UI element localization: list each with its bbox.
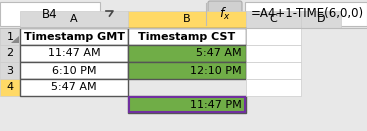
- Bar: [245, 2, 367, 26]
- Bar: [246, 28, 301, 45]
- FancyBboxPatch shape: [208, 1, 242, 27]
- Bar: [246, 45, 301, 62]
- Text: 11:47 PM: 11:47 PM: [190, 100, 242, 110]
- Text: A: A: [70, 15, 78, 24]
- Text: 11:47 AM: 11:47 AM: [48, 48, 100, 59]
- Text: =A4+1-TIME(6,0,0): =A4+1-TIME(6,0,0): [251, 7, 364, 20]
- Text: 3: 3: [7, 66, 14, 75]
- Text: 2: 2: [7, 48, 14, 59]
- Bar: [0, 28, 20, 45]
- Bar: [0, 79, 20, 96]
- Bar: [128, 62, 246, 79]
- Bar: [129, 97, 245, 112]
- Bar: [301, 11, 341, 28]
- Bar: [0, 62, 20, 79]
- Bar: [246, 11, 301, 28]
- Bar: [20, 28, 128, 45]
- Bar: [20, 79, 128, 96]
- Bar: [128, 28, 246, 45]
- Text: 5:47 AM: 5:47 AM: [196, 48, 242, 59]
- Text: Timestamp CST: Timestamp CST: [138, 31, 236, 42]
- Text: D: D: [317, 15, 325, 24]
- Bar: [0, 45, 20, 62]
- Bar: [20, 11, 128, 28]
- Bar: [20, 45, 128, 62]
- Text: 6:10 PM: 6:10 PM: [52, 66, 96, 75]
- Text: 4: 4: [7, 83, 14, 92]
- Bar: [246, 62, 301, 79]
- Bar: [0, 0, 367, 28]
- Text: Timestamp GMT: Timestamp GMT: [23, 31, 124, 42]
- Bar: [246, 79, 301, 96]
- Bar: [128, 11, 246, 28]
- Text: 1: 1: [7, 31, 14, 42]
- Bar: [0, 2, 100, 26]
- Text: C: C: [270, 15, 277, 24]
- Text: B4: B4: [42, 7, 58, 20]
- Bar: [0, 28, 20, 45]
- Text: B: B: [183, 15, 191, 24]
- Bar: [20, 62, 128, 79]
- Polygon shape: [11, 36, 19, 43]
- Bar: [128, 45, 246, 62]
- Text: 5:47 AM: 5:47 AM: [51, 83, 97, 92]
- Text: $f_x$: $f_x$: [219, 6, 231, 22]
- Text: 12:10 PM: 12:10 PM: [190, 66, 242, 75]
- Bar: [128, 96, 246, 113]
